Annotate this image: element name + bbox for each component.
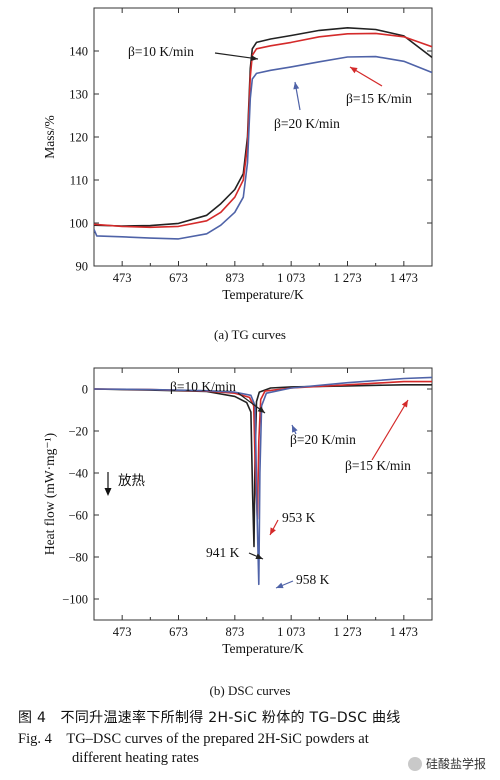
- y-tick-label: −100: [62, 593, 88, 607]
- x-tick-label: 1 473: [390, 271, 418, 285]
- y-axis-label: Mass/%: [42, 115, 57, 159]
- annotation-label: β=10 K/min: [170, 379, 236, 394]
- x-axis-label: Temperature/K: [222, 641, 304, 656]
- annotation-label: 放热: [118, 473, 145, 488]
- series-line-20k: [94, 376, 432, 586]
- x-tick-label: 1 473: [390, 625, 418, 639]
- x-tick-label: 1 073: [277, 271, 305, 285]
- exo-arrow-head: [104, 488, 112, 496]
- x-tick-label: 473: [113, 625, 132, 639]
- x-tick-label: 873: [225, 625, 244, 639]
- annotation-arrowhead: [250, 55, 258, 61]
- annotation-arrow: [371, 399, 409, 461]
- y-tick-label: 130: [69, 88, 88, 102]
- series-line-20k: [94, 55, 432, 240]
- x-tick-label: 473: [113, 271, 132, 285]
- annotation-label: 958 K: [296, 572, 330, 587]
- figure-caption: 图 4 不同升温速率下所制得 2H-SiC 粉体的 TG–DSC 曲线 Fig.…: [18, 709, 488, 768]
- annotation-arrowhead: [270, 527, 276, 535]
- y-tick-label: 90: [76, 260, 89, 274]
- annotation-arrowhead: [257, 406, 265, 413]
- tg-panel-caption: (a) TG curves: [214, 327, 286, 342]
- x-axis-label: Temperature/K: [222, 287, 304, 302]
- x-tick-label: 1 073: [277, 625, 305, 639]
- dsc-panel-caption: (b) DSC curves: [209, 683, 291, 698]
- dsc-chart: 473 673 873 1 073 1 273 1 473 −100 −80 −60 −40 −20…: [42, 367, 433, 656]
- annotation-label: β=20 K/min: [290, 432, 356, 447]
- annotation-label: β=15 K/min: [345, 458, 411, 473]
- annotation-label: β=20 K/min: [274, 116, 340, 131]
- series-group: [94, 376, 432, 586]
- x-tick-label: 673: [169, 271, 188, 285]
- tg-chart: 473 673 873 1 073 1 273 1 473 90 100 110 120 130 14…: [42, 7, 433, 302]
- x-tick-label: 1 273: [333, 625, 361, 639]
- x-tick-label: 873: [225, 271, 244, 285]
- y-tick-label: −20: [68, 425, 88, 439]
- y-tick-label: −40: [68, 467, 88, 481]
- x-tick-label: 1 273: [333, 271, 361, 285]
- wechat-icon: [407, 756, 422, 771]
- annotation-arrowhead: [350, 67, 358, 74]
- annotation-arrowhead: [293, 82, 300, 90]
- y-tick-label: −60: [68, 509, 88, 523]
- y-tick-label: 0: [82, 383, 88, 397]
- plot-frame: [93, 7, 433, 267]
- annotation-arrow: [214, 52, 259, 60]
- annotation-arrowhead: [276, 582, 284, 589]
- x-tick-label: 673: [169, 625, 188, 639]
- plot-frame: [93, 367, 433, 621]
- watermark: 硅酸盐学报: [407, 755, 486, 772]
- y-tick-label: 120: [69, 131, 88, 145]
- caption-chinese: 图 4 不同升温速率下所制得 2H-SiC 粉体的 TG–DSC 曲线: [18, 710, 401, 726]
- annotation-label: 953 K: [282, 510, 316, 525]
- annotation-label: β=10 K/min: [128, 44, 194, 59]
- annotation-arrowhead: [255, 553, 263, 559]
- series-group: [94, 27, 432, 240]
- annotation-arrowhead: [401, 400, 408, 408]
- annotation-label: 941 K: [206, 545, 240, 560]
- caption-english-line1: Fig. 4 TG–DSC curves of the prepared 2H-…: [18, 731, 369, 747]
- y-tick-label: −80: [68, 551, 88, 565]
- y-tick-label: 140: [69, 45, 88, 59]
- caption-english-line2: different heating rates: [72, 750, 199, 766]
- watermark-text: 硅酸盐学报: [425, 757, 486, 771]
- annotation-arrowhead: [292, 425, 298, 433]
- series-line-15k: [94, 32, 432, 229]
- annotation-label: β=15 K/min: [346, 91, 412, 106]
- y-tick-label: 110: [70, 174, 88, 188]
- y-tick-label: 100: [69, 217, 88, 231]
- y-axis-label: Heat flow (mW·mg⁻¹): [42, 433, 57, 555]
